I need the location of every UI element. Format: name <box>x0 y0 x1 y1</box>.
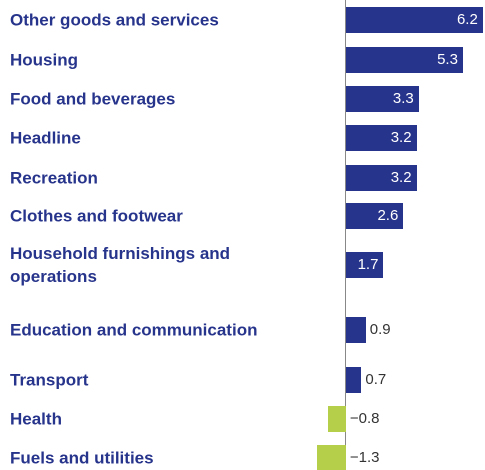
category-label: Transport <box>10 370 89 390</box>
value-label: 3.3 <box>392 90 414 107</box>
category-label: Health <box>10 409 62 429</box>
bar <box>345 252 384 278</box>
value-label: 5.3 <box>437 51 458 68</box>
bar <box>345 125 417 151</box>
category-label: Education and communication <box>10 320 258 340</box>
value-label: 2.6 <box>377 207 399 224</box>
bar <box>345 165 417 191</box>
bar <box>345 367 362 393</box>
bar <box>345 47 463 73</box>
value-label: 1.7 <box>357 256 379 273</box>
value-label: −1.3 <box>349 449 380 466</box>
category-label: Fuels and utilities <box>10 448 154 468</box>
category-label: Recreation <box>10 168 98 188</box>
category-label: Housing <box>10 50 78 70</box>
value-label: 0.9 <box>369 321 391 338</box>
bar <box>328 406 346 432</box>
value-label: 0.7 <box>365 371 387 388</box>
category-label: Clothes and footwear <box>10 206 183 226</box>
category-label: Other goods and services <box>10 10 219 30</box>
bar <box>345 86 419 112</box>
zero-axis <box>345 0 346 470</box>
bar <box>345 203 404 229</box>
category-label: Household furnishings and operations <box>10 244 231 286</box>
value-label: 6.2 <box>456 11 478 28</box>
value-label: −0.8 <box>349 410 380 427</box>
value-label: 3.2 <box>390 129 412 146</box>
bar <box>317 445 346 470</box>
bar <box>345 7 483 33</box>
category-label: Headline <box>10 128 81 148</box>
category-label: Food and beverages <box>10 89 176 109</box>
bar <box>345 317 366 343</box>
value-label: 3.2 <box>390 169 412 186</box>
